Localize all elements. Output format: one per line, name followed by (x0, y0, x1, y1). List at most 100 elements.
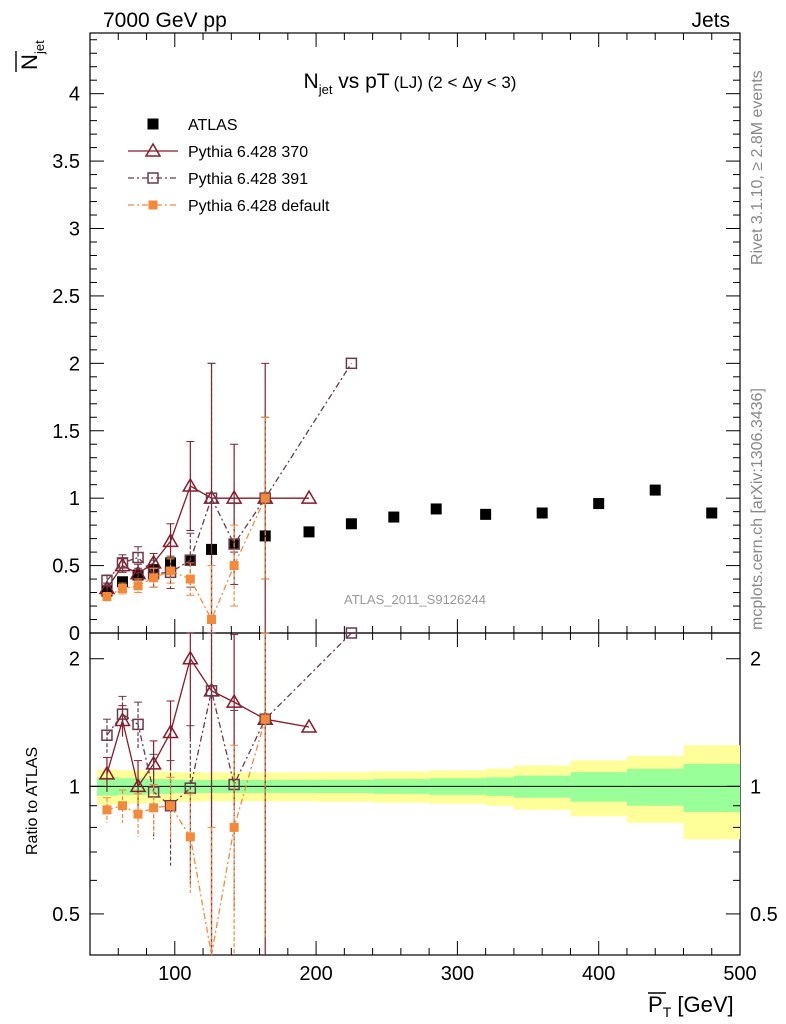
mcplots-label: mcplots.cern.ch [arXiv:1306.3436] (749, 388, 766, 630)
ratio-series-pythia-6-428-default (102, 632, 270, 956)
point-marker (133, 581, 143, 591)
point-marker (98, 765, 116, 780)
point-marker (182, 477, 199, 492)
legend-label: Pythia 6.428 default (188, 198, 330, 215)
axis-ticks (89, 33, 741, 955)
series-line (106, 362, 352, 581)
x-tick-label: 300 (441, 963, 474, 985)
ratio-y-tick-label: 2 (69, 649, 80, 671)
point-marker (229, 822, 239, 832)
point-marker (118, 584, 127, 594)
point-marker (388, 511, 400, 523)
point-marker (345, 627, 358, 639)
green-band-bin (626, 768, 684, 806)
point-marker (166, 801, 176, 811)
point-marker (205, 685, 218, 697)
x-axis-label: PT [GeV] (648, 992, 734, 1020)
legend-label: Pythia 6.428 370 (188, 144, 308, 161)
y-tick-label: 2 (69, 353, 80, 375)
green-band-bin (683, 763, 740, 812)
point-marker (102, 805, 112, 815)
title-sub: jet (318, 82, 333, 97)
x-tick-label: 400 (582, 963, 615, 985)
y-tick-label: 0.5 (52, 556, 80, 578)
xlabel-main: P (648, 992, 663, 1017)
point-marker (300, 718, 318, 733)
point-marker (129, 777, 147, 793)
ylabel-main: N (17, 54, 42, 70)
y-tick-label: 1.5 (52, 421, 80, 443)
point-marker (205, 492, 218, 504)
rivet-version-label: Rivet 3.1.10, ≥ 2.8M events (749, 70, 766, 265)
ratio-y-tick-label-right: 1 (750, 776, 761, 798)
legend: ATLAS Pythia 6.428 370 Pythia 6.428 391 Pyt… (128, 117, 330, 215)
point-marker (260, 493, 270, 503)
title-rest: vs pT (332, 70, 389, 93)
point-marker (185, 574, 195, 584)
y-tick-label: 1 (69, 488, 80, 510)
title-main: N (304, 70, 319, 93)
point-marker (345, 357, 358, 370)
x-tick-label: 100 (158, 963, 191, 985)
x-tick-label: 500 (723, 963, 756, 985)
y-tick-label: 3 (69, 219, 80, 241)
point-marker (182, 650, 199, 665)
point-marker (260, 714, 270, 724)
point-marker (101, 729, 113, 741)
y-tick-label: 2.5 (52, 286, 80, 308)
ratio-y-tick-label: 0.5 (52, 904, 80, 926)
point-marker (706, 507, 718, 519)
point-marker (149, 803, 159, 813)
series-pythia-6-428-370 (98, 362, 318, 634)
y-tick-label: 4 (69, 84, 80, 106)
point-marker (345, 518, 357, 530)
ratio-series-line (106, 632, 352, 807)
point-marker (117, 576, 128, 588)
point-marker (593, 498, 605, 510)
x-tick-label: 200 (299, 963, 332, 985)
point-marker (133, 809, 143, 819)
point-marker (225, 693, 243, 708)
ratio-ylabel: Ratio to ATLAS (24, 747, 41, 855)
point-marker (149, 573, 159, 583)
ylabel-sub: jet (32, 40, 47, 55)
title-small: (LJ) (2 < Δy < 3) (394, 73, 517, 92)
uncertainty-bands (97, 745, 740, 840)
point-marker (118, 801, 127, 811)
point-marker (132, 718, 144, 731)
xlabel-rest: [GeV] (671, 992, 733, 1017)
point-marker (101, 574, 113, 587)
xlabel-text: PT [GeV] (648, 992, 734, 1020)
point-marker (300, 489, 318, 504)
point-marker (536, 507, 548, 519)
beam-label: 7000 GeV pp (103, 9, 227, 32)
point-marker (649, 484, 661, 496)
ratio-series-line (106, 719, 266, 956)
legend-label: Pythia 6.428 391 (188, 171, 308, 188)
point-marker (430, 503, 442, 515)
point-marker (147, 118, 159, 130)
point-marker (184, 782, 197, 794)
series-pythia-6-428-default (102, 416, 270, 634)
ratio-y-tick-label-right: 0.5 (750, 904, 778, 926)
ratio-series-line (106, 657, 310, 788)
ratio-y-tick-label: 1 (69, 776, 80, 798)
xlabel-sub: T (663, 1004, 672, 1020)
data-series (98, 357, 718, 956)
point-marker (148, 200, 158, 210)
category-label: Jets (691, 9, 730, 32)
point-marker (116, 557, 129, 569)
point-marker (207, 615, 217, 625)
point-marker (229, 561, 239, 571)
legend-label: ATLAS (188, 117, 238, 134)
point-marker (185, 832, 195, 842)
series-pythia-6-428-391 (101, 357, 358, 634)
point-marker (162, 532, 179, 548)
main-title: Njet vs pT (LJ) (2 < Δy < 3) (304, 70, 517, 97)
analysis-watermark: ATLAS_2011_S9126244 (344, 592, 486, 607)
point-marker (480, 508, 492, 520)
series-line (106, 485, 310, 589)
point-marker (102, 592, 112, 602)
point-marker (132, 551, 144, 564)
